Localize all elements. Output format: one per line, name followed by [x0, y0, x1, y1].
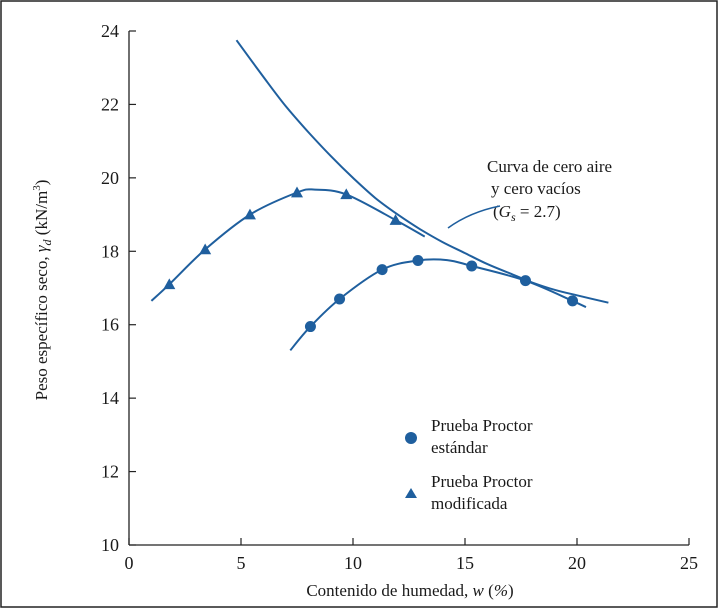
- x-tick-label: 20: [568, 553, 586, 573]
- annotation-leader-line: [447, 205, 501, 229]
- legend-label-modified-2: modificada: [431, 494, 508, 513]
- legend-label-standard-2: estándar: [431, 438, 488, 457]
- annotation-line-1: Curva de cero aire: [487, 157, 612, 176]
- x-tick-label: 25: [680, 553, 698, 573]
- y-tick-label: 22: [101, 94, 119, 114]
- standard-proctor-point: [412, 254, 424, 266]
- modified-proctor-point: [243, 208, 256, 220]
- modified-proctor-point: [389, 214, 402, 225]
- annotation-line-2: y cero vacíos: [491, 179, 581, 198]
- modified-proctor-point: [163, 278, 176, 290]
- x-tick-label: 0: [125, 553, 134, 573]
- modified-proctor-point: [291, 186, 303, 198]
- y-tick-label: 16: [101, 315, 119, 335]
- series-layer: [150, 39, 609, 352]
- y-tick-label: 12: [101, 462, 119, 482]
- y-tick-label: 18: [101, 241, 119, 261]
- standard-proctor-point: [376, 264, 388, 276]
- standard-proctor-point: [466, 260, 478, 272]
- standard-proctor-curve: [289, 258, 587, 352]
- legend-label-modified-1: Prueba Proctor: [431, 472, 533, 491]
- standard-proctor-point: [334, 293, 346, 305]
- modified-proctor-point: [199, 243, 212, 255]
- modified-proctor-point: [340, 188, 353, 200]
- axes: 0 5 10 15 20 25 10 12 14 16 18 20 22 24: [101, 21, 698, 573]
- y-tick-label: 14: [101, 388, 119, 408]
- x-tick-label: 15: [456, 553, 474, 573]
- legend: Prueba Proctor estándar Prueba Proctor m…: [405, 416, 533, 513]
- x-axis-title: Contenido de humedad, w (%): [306, 581, 513, 600]
- x-tick-label: 10: [344, 553, 362, 573]
- y-axis-title: Peso específico seco, γd (kN/m3): [31, 180, 54, 401]
- zero-air-voids-annotation: Curva de cero aire y cero vacíos (Gs = 2…: [447, 157, 612, 229]
- legend-label-standard-1: Prueba Proctor: [431, 416, 533, 435]
- x-tick-label: 5: [237, 553, 246, 573]
- legend-marker-circle: [405, 432, 417, 444]
- y-tick-label: 24: [101, 21, 119, 41]
- standard-proctor-point: [304, 321, 316, 333]
- annotation-line-3: (Gs = 2.7): [493, 202, 561, 224]
- legend-marker-triangle: [405, 488, 417, 498]
- y-tick-label: 20: [101, 168, 119, 188]
- standard-proctor-point: [567, 295, 579, 307]
- zero-air-voids-curve: [235, 39, 609, 304]
- y-tick-label: 10: [101, 535, 119, 555]
